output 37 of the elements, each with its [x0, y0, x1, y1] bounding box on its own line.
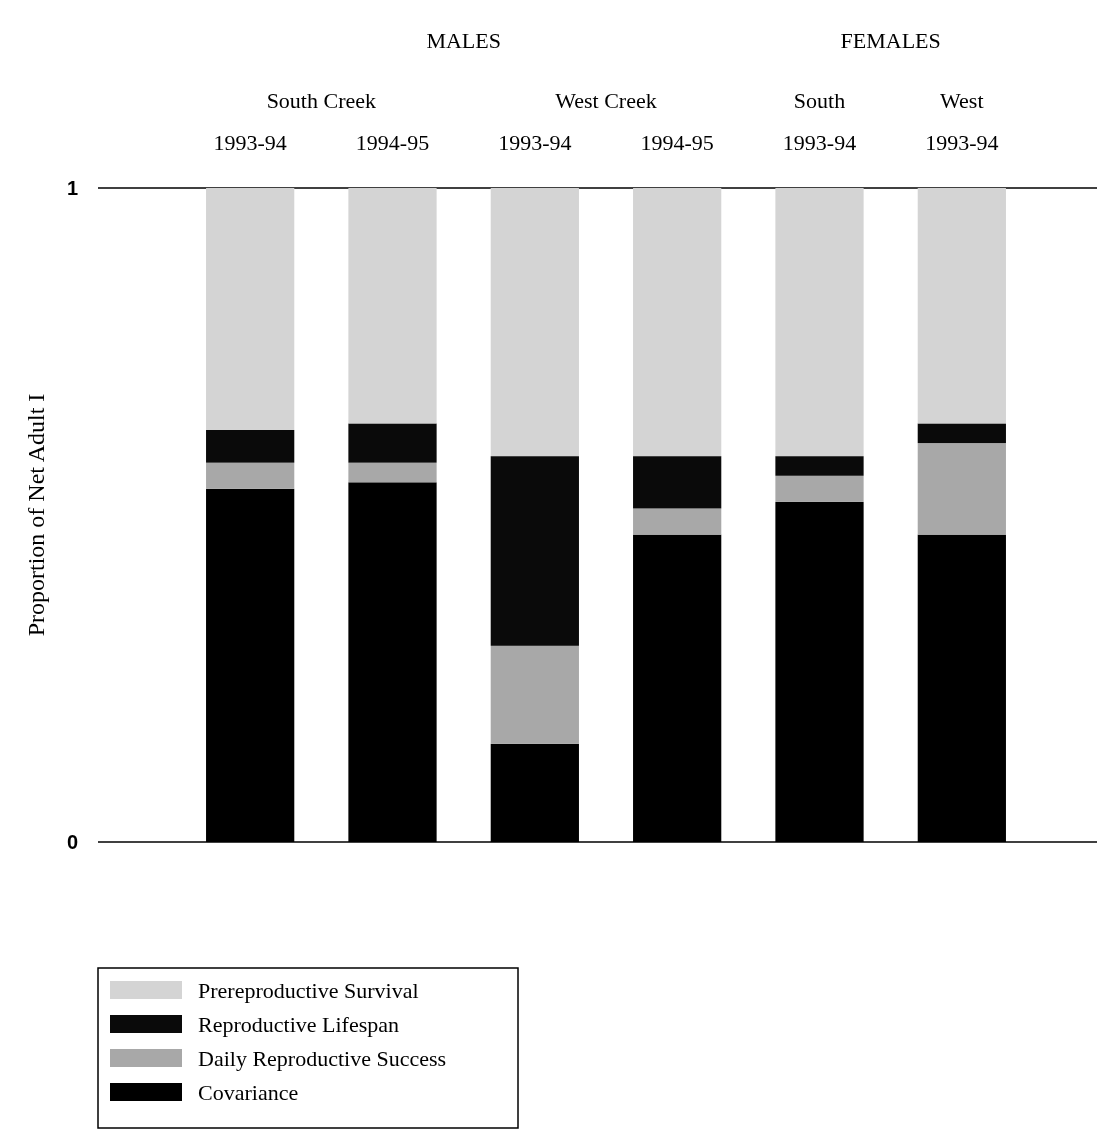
bar: [917, 423, 1006, 444]
text: MALES: [426, 28, 501, 53]
bar: [917, 188, 1006, 424]
y-tick-label: 1: [66, 177, 78, 199]
legend-label: Prereproductive Survival: [198, 977, 419, 1003]
bar: [206, 188, 295, 430]
x-tick-label: 1993-94: [213, 130, 287, 155]
text: South Creek: [266, 88, 377, 113]
bar: [633, 456, 722, 509]
x-tick-label: 1993-94: [498, 130, 572, 155]
x-tick-label: 1994-95: [355, 130, 430, 155]
legend-label: Daily Reproductive Success: [198, 1045, 447, 1071]
text: West Creek: [555, 88, 657, 113]
y-axis-title: Proportion of Net Adult I: [23, 393, 49, 637]
legend-label: Covariance: [198, 1079, 299, 1105]
bar: [775, 475, 864, 502]
x-tick-label: 1993-94: [925, 130, 999, 155]
text: West: [940, 88, 984, 113]
bar: [490, 456, 579, 646]
bar: [917, 443, 1006, 535]
y-tick-label: 0: [66, 831, 78, 853]
bar: [206, 429, 295, 463]
bar: [633, 188, 722, 457]
bar: [206, 462, 295, 489]
text: FEMALES: [840, 28, 941, 53]
bar: [348, 188, 437, 424]
bar: [490, 188, 579, 457]
bar: [633, 508, 722, 535]
bar: [348, 462, 437, 483]
x-tick-label: 1993-94: [782, 130, 857, 155]
bar: [775, 456, 864, 476]
bar: [775, 188, 864, 457]
text: South: [793, 88, 846, 113]
legend-label: Reproductive Lifespan: [198, 1011, 399, 1037]
x-tick-label: 1994-95: [640, 130, 714, 155]
bar: [490, 645, 579, 744]
bar: [348, 423, 437, 463]
